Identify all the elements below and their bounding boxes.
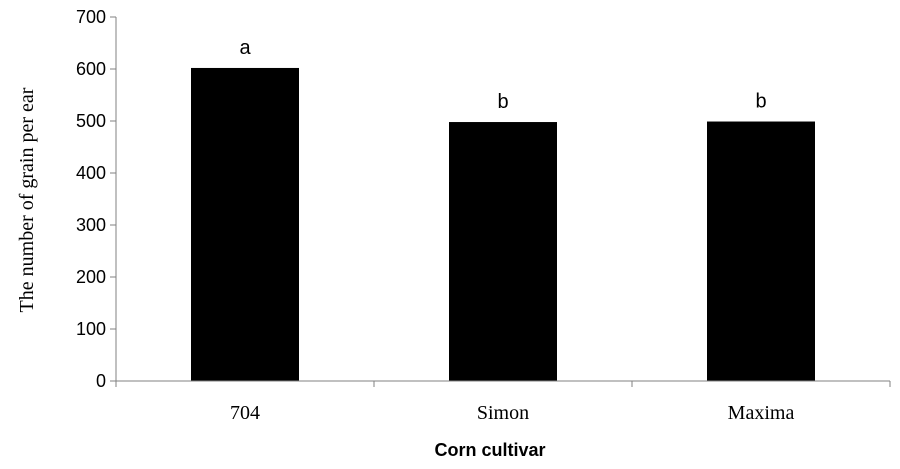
y-tick-label: 500 [76,111,106,131]
y-tick-label: 300 [76,215,106,235]
bar-significance-label: b [497,91,508,113]
y-tick-label: 100 [76,319,106,339]
y-ticks: 0 100 200 300 400 500 600 700 [76,7,116,391]
y-tick-label: 0 [96,371,106,391]
bar-labels: a b b [239,37,766,113]
bar-significance-label: b [755,91,766,113]
x-ticks: 704 Simon Maxima [115,381,891,424]
x-axis-title: Corn cultivar [434,440,545,460]
bar-704 [191,67,299,382]
x-tick-label: Simon [477,402,529,424]
bar-significance-label: a [239,37,251,59]
bar-maxima [707,121,815,382]
bars-layer [191,67,815,382]
x-tick-label: 704 [230,402,260,424]
y-axis-title: The number of grain per ear [16,87,38,312]
y-tick-label: 600 [76,59,106,79]
y-tick-label: 400 [76,163,106,183]
axes-layer [115,17,890,382]
x-tick-label: Maxima [728,402,795,424]
bar-simon [449,122,557,381]
y-tick-label: 700 [76,7,106,27]
y-tick-label: 200 [76,267,106,287]
